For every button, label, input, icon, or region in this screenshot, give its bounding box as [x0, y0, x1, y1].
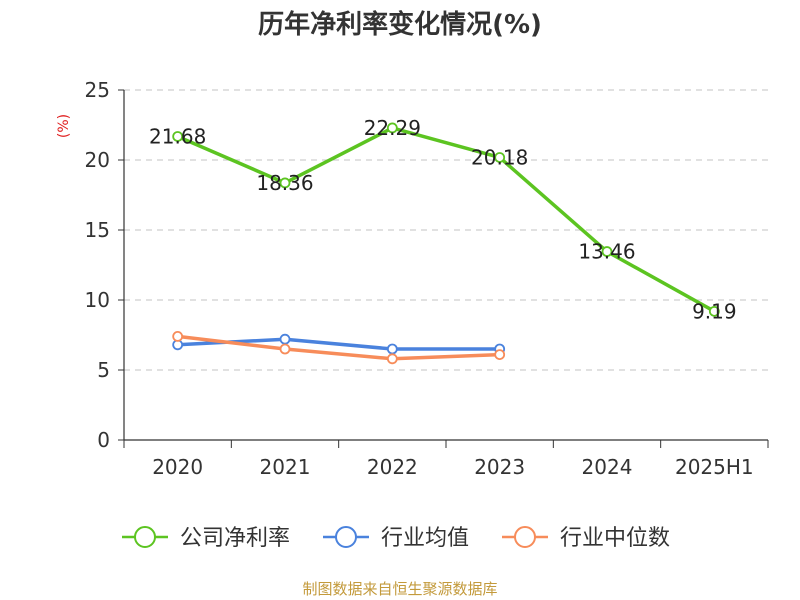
data-point — [601, 246, 613, 257]
y-tick-label: 5 — [97, 358, 110, 382]
data-label: 18.36 — [256, 171, 313, 195]
x-tick-label: 2022 — [367, 455, 418, 479]
grid-lines — [124, 89, 768, 371]
legend-label: 行业均值 — [381, 526, 469, 551]
data-label: 21.68 — [149, 124, 206, 148]
legend-label: 行业中位数 — [560, 526, 670, 551]
y-tick-label: 25 — [85, 78, 110, 102]
data-label: 22.29 — [364, 116, 421, 140]
data-point — [386, 122, 398, 134]
data-point — [494, 349, 506, 361]
data-labels: 21.68 18.36 22.29 20.18 13.46 9.19 — [149, 116, 737, 323]
y-tick-label: 10 — [85, 288, 110, 312]
data-point — [386, 343, 398, 355]
x-tick-label: 2023 — [474, 455, 525, 479]
legend: 公司净利率 行业均值 行业中位数 — [122, 526, 670, 551]
data-point — [708, 305, 720, 317]
data-point — [386, 353, 398, 365]
legend-label: 公司净利率 — [180, 526, 290, 551]
data-point — [172, 131, 184, 142]
data-point — [172, 330, 184, 342]
data-point — [494, 152, 506, 163]
data-label: 20.18 — [471, 145, 528, 169]
data-point — [279, 333, 291, 345]
data-point — [279, 177, 291, 189]
x-tick-label: 2025H1 — [675, 455, 754, 479]
legend-marker — [335, 526, 357, 548]
chart-title: 历年净利率变化情况(%) — [258, 9, 542, 40]
series-line — [177, 334, 500, 361]
y-tick-label: 15 — [85, 218, 110, 242]
data-point — [279, 343, 291, 355]
y-tick-label: 0 — [97, 428, 110, 452]
x-tick-label: 2024 — [582, 455, 633, 479]
legend-marker — [514, 526, 536, 548]
data-label: 13.46 — [578, 240, 635, 264]
legend-marker — [134, 526, 156, 548]
y-tick-label: 20 — [85, 148, 110, 172]
axes: 0 5 10 15 20 25 2020 2021 2022 2023 2024 2025H1 — [85, 78, 769, 479]
source-note: 制图数据来自恒生聚源数据库 — [302, 580, 497, 598]
x-tick-label: 2020 — [152, 455, 203, 479]
series-line — [176, 126, 716, 313]
y-axis-unit: (%) — [56, 114, 72, 138]
series-layer — [172, 122, 720, 365]
data-label: 9.19 — [692, 299, 737, 323]
x-tick-label: 2021 — [260, 455, 311, 479]
